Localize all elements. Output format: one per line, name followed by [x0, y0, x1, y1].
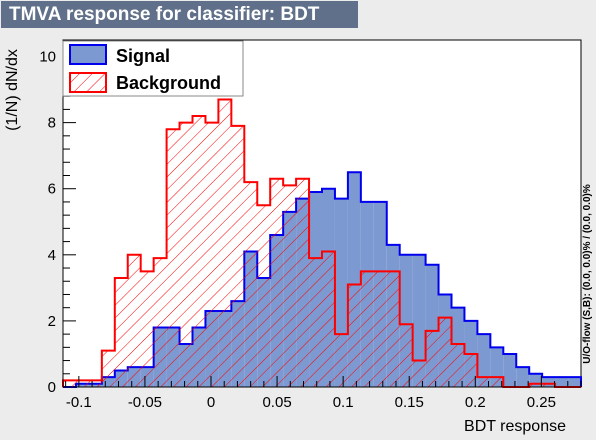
background-bin-0 — [63, 380, 76, 387]
background-bin-23 — [360, 271, 374, 387]
background-bin-7 — [153, 258, 167, 387]
axes: -0.1 -0.05 0 0.05 0.1 0.15 0.2 0.25 0 2 4 6 8 10 — [39, 40, 582, 411]
background-bin-8 — [166, 129, 180, 387]
x-axis-label: BDT response — [464, 418, 566, 435]
signal-bin-37 — [542, 377, 556, 387]
background-bin-21 — [334, 334, 348, 387]
signal-bin-27 — [412, 254, 426, 387]
background-bin-22 — [347, 284, 361, 387]
background-bin-5 — [127, 254, 141, 387]
background-bin-18 — [296, 178, 310, 387]
background-bin-4 — [114, 277, 128, 387]
signal-bin-35 — [516, 367, 530, 387]
signal-bin-39 — [568, 377, 581, 387]
x-tick-label: 0.1 — [333, 394, 354, 411]
background-bin-24 — [373, 271, 387, 387]
background-bin-3 — [101, 350, 115, 387]
legend: Signal Background — [62, 40, 244, 97]
background-bin-36 — [529, 383, 543, 387]
background-bin-37 — [542, 383, 556, 387]
background-bin-26 — [399, 324, 413, 387]
x-tick-label: 0 — [207, 394, 215, 411]
background-bin-13 — [231, 125, 245, 387]
background-bin-27 — [412, 360, 426, 387]
background-series — [62, 98, 581, 388]
background-bin-31 — [464, 353, 478, 387]
legend-background-label: Background — [116, 73, 221, 93]
background-bin-25 — [386, 271, 400, 387]
signal-bin-38 — [555, 377, 569, 387]
signal-bin-32 — [477, 334, 491, 387]
legend-signal-swatch — [69, 44, 107, 65]
background-bin-17 — [283, 185, 297, 387]
y-axis-label: (1/N) dN/dx — [4, 49, 21, 131]
legend-background-swatch — [69, 72, 107, 93]
background-bin-16 — [270, 178, 284, 387]
background-bin-19 — [309, 258, 322, 387]
background-bin-12 — [218, 99, 232, 387]
background-bin-28 — [425, 330, 439, 387]
y-tick-label: 4 — [48, 247, 56, 264]
y-tick-label: 2 — [48, 313, 56, 330]
x-tick-label: 0.2 — [465, 394, 486, 411]
background-bin-32 — [477, 377, 491, 387]
background-bin-29 — [438, 317, 452, 387]
background-bin-14 — [244, 182, 258, 387]
background-bin-30 — [451, 344, 465, 387]
background-bin-20 — [322, 251, 335, 387]
y-tick-label: 6 — [48, 181, 56, 198]
signal-bin-34 — [503, 353, 517, 387]
overflow-label: U/O-flow (S,B): (0.0, 0.0)% / (0.0, 0.0)… — [582, 184, 593, 364]
y-tick-label: 10 — [39, 49, 56, 66]
x-tick-label: -0.05 — [128, 394, 162, 411]
background-bin-6 — [140, 271, 154, 387]
legend-signal-label: Signal — [116, 46, 170, 66]
background-bin-11 — [205, 122, 219, 387]
x-tick-label: 0.25 — [527, 394, 556, 411]
y-tick-label: 0 — [48, 379, 56, 396]
background-bin-2 — [88, 380, 102, 387]
x-tick-label: -0.1 — [66, 394, 92, 411]
background-outline — [62, 98, 581, 388]
background-bin-1 — [75, 380, 89, 387]
x-tick-label: 0.15 — [395, 394, 424, 411]
background-bin-33 — [490, 377, 504, 387]
background-bin-10 — [192, 116, 206, 387]
chart-title: TMVA response for classifier: BDT — [1, 1, 358, 28]
y-tick-label: 8 — [48, 115, 56, 132]
x-tick-label: 0.05 — [262, 394, 291, 411]
background-bin-9 — [179, 122, 193, 387]
background-bin-15 — [257, 205, 271, 387]
